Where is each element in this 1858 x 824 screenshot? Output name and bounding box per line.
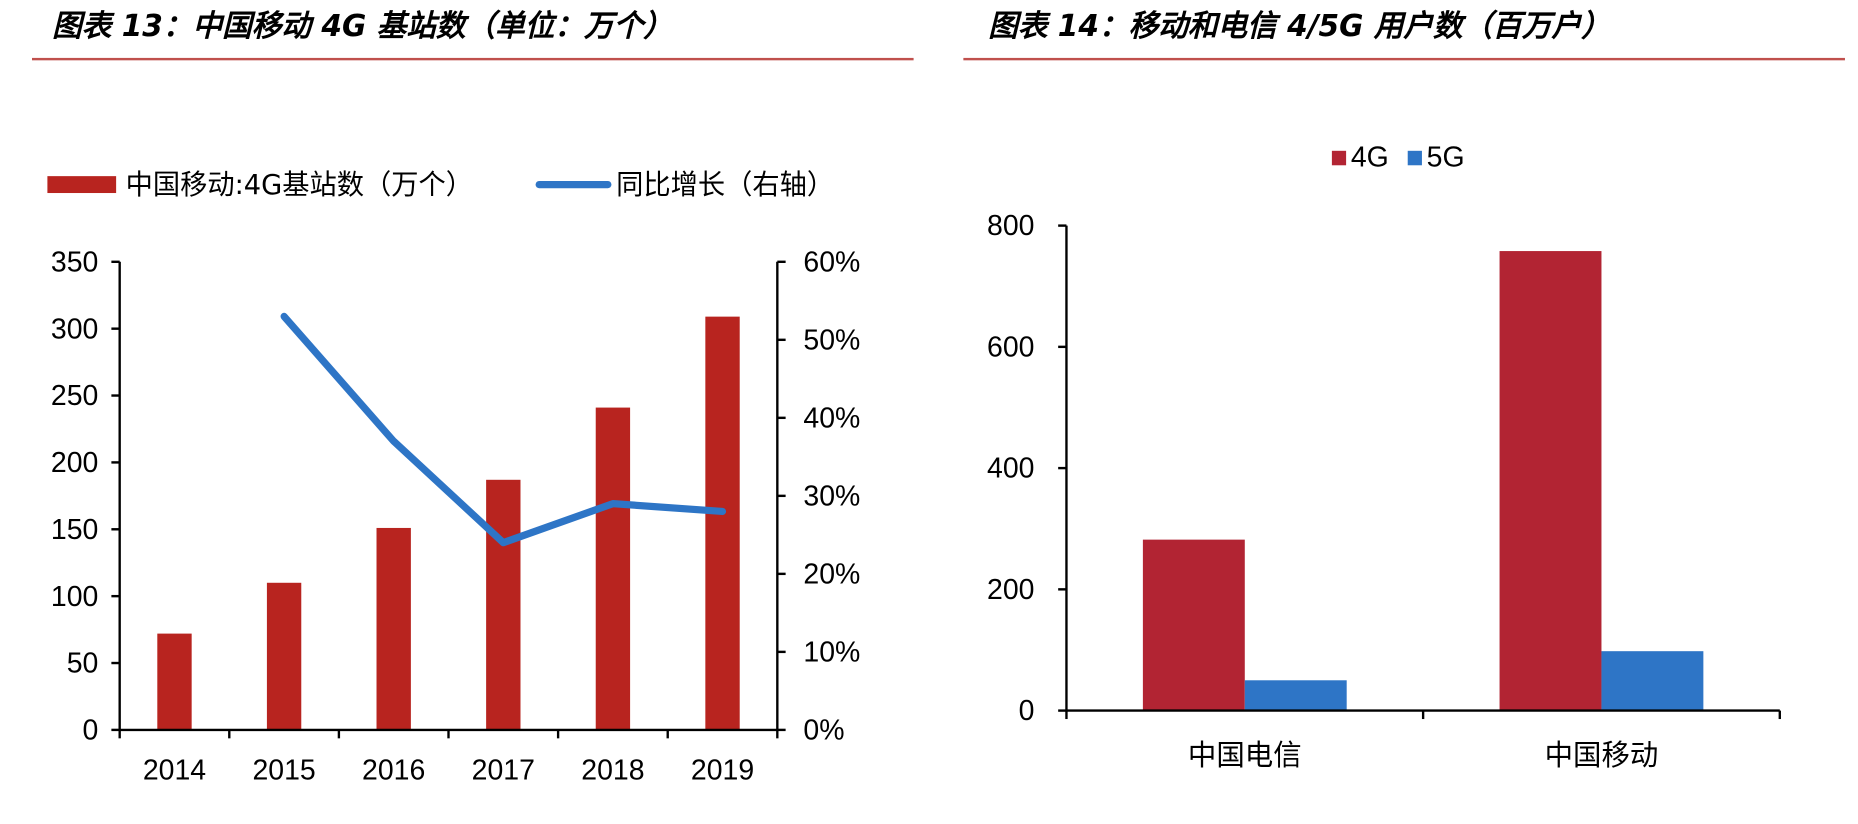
left-figure-title: 图表 13：中国移动 4G 基站数（单位：万个） <box>52 8 673 44</box>
bar-4G-中国电信 <box>1142 539 1245 711</box>
legend-swatch-5g <box>1407 150 1422 166</box>
left-y-tick-label: 50 <box>67 647 99 679</box>
bar-2015 <box>266 582 302 730</box>
left-title-rule <box>31 57 914 61</box>
legend-swatch-4g <box>1331 150 1347 166</box>
bar-2018 <box>595 407 631 730</box>
legend-swatch-bars <box>47 176 117 194</box>
bar-5G-中国移动 <box>1601 651 1704 711</box>
right-y-tick-label: 0% <box>803 714 844 746</box>
bar-2014 <box>157 633 192 730</box>
left-y-tick-label: 250 <box>51 380 98 412</box>
x-tick-label: 2018 <box>581 754 644 786</box>
x-category-label: 中国电信 <box>1188 738 1302 772</box>
y-tick-label: 400 <box>987 453 1034 485</box>
bar-5G-中国电信 <box>1244 680 1347 711</box>
left-y-tick-label: 150 <box>51 514 98 546</box>
right-y-tick-label: 40% <box>803 402 860 434</box>
right-y-tick-label: 50% <box>803 324 860 356</box>
x-tick-label: 2016 <box>362 754 425 786</box>
right-y-tick-label: 30% <box>803 480 860 512</box>
x-tick-label: 2019 <box>691 754 754 786</box>
bar-4G-中国移动 <box>1499 251 1602 711</box>
x-tick-label: 2017 <box>472 754 535 786</box>
left-y-tick-label: 300 <box>51 313 98 345</box>
x-category-label: 中国移动 <box>1545 738 1659 772</box>
bar-2016 <box>376 527 411 730</box>
y-tick-label: 800 <box>987 210 1034 242</box>
left-y-tick-label: 100 <box>51 581 98 613</box>
legend-label-bars: 中国移动:4G基站数（万个） <box>126 169 473 201</box>
legend-label-line: 同比增长（右轴） <box>616 169 834 201</box>
bar-2019 <box>705 316 740 730</box>
base-station-chart: 0 50 100 150 200 250 300 350 0% 10% 20% 30% 40% 50% 60… <box>47 169 860 786</box>
growth-line <box>280 312 727 547</box>
y-tick-label: 600 <box>987 331 1034 363</box>
right-y-tick-label: 20% <box>803 558 860 590</box>
bar-2017 <box>486 479 521 730</box>
legend-label-4g: 4G <box>1351 141 1389 173</box>
right-title-rule <box>963 57 1845 61</box>
right-y-tick-label: 60% <box>803 246 860 278</box>
x-tick-label: 2014 <box>143 754 206 786</box>
left-y-tick-label: 0 <box>83 714 99 746</box>
right-y-tick-label: 10% <box>803 636 860 668</box>
x-tick-label: 2015 <box>252 754 315 786</box>
left-y-tick-label: 350 <box>51 246 98 278</box>
legend-label-5g: 5G <box>1427 141 1465 173</box>
y-tick-label: 0 <box>1019 695 1035 727</box>
y-tick-label: 200 <box>987 574 1034 606</box>
left-y-tick-label: 200 <box>51 447 98 479</box>
right-figure-title: 图表 14：移动和电信 4/5G 用户数（百万户） <box>988 8 1611 44</box>
